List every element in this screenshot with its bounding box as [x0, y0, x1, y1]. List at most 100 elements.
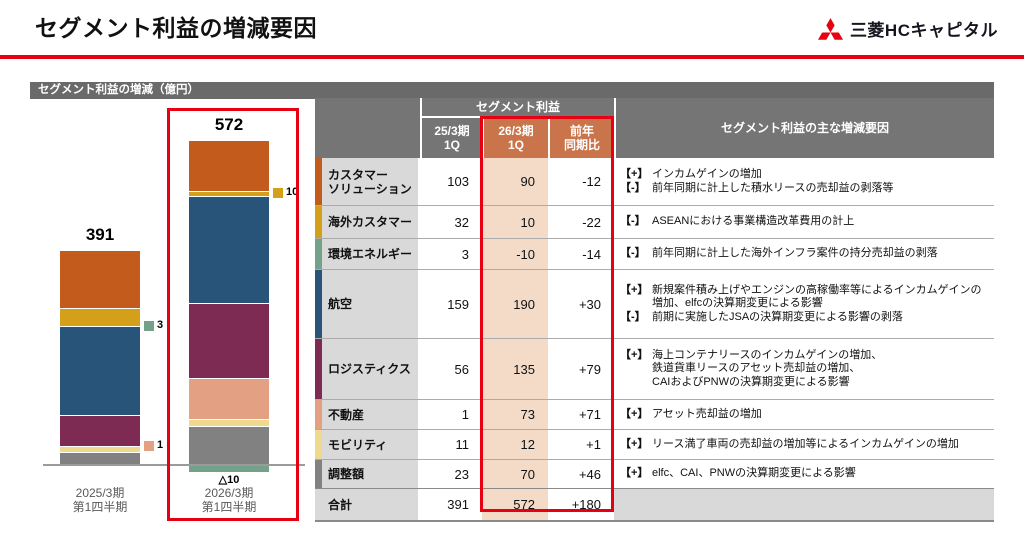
bar-segment-航空 [189, 196, 269, 303]
header-col-25-3q1: 25/3期 1Q [420, 118, 482, 158]
value-25-3q1: 3 [420, 239, 482, 269]
factor-text: 海上コンテナリースのインカムゲインの増加、 鉄道貨車リースのアセット売却益の増加… [652, 348, 883, 388]
bar-segment-調整額 [60, 452, 140, 465]
bar-total-label: 572 [214, 115, 244, 135]
bar-segment-海外カスタマー [60, 307, 140, 326]
segment-name-label: 海外カスタマー [328, 215, 413, 229]
bar-segment-航空 [60, 325, 140, 415]
value-yoy: -22 [548, 206, 614, 238]
segment-table-body: カスタマー ソリューション 103 90 -12 【+】 インカムゲインの増加 【-】 前年同… [315, 158, 994, 522]
factor-item: 【+】 elfc、CAI、PNWの決算期変更による影響 [620, 467, 988, 481]
side-marker-label: 1 [157, 438, 164, 451]
factors-cell: 【-】 前年同期に計上した海外インフラ案件の持分売却益の剥落 [614, 239, 994, 269]
factor-item: 【-】 前年同期に計上した積水リースの売却益の剥落等 [620, 182, 988, 196]
factor-sign: 【-】 [620, 247, 646, 260]
segment-color-strip [315, 400, 322, 429]
factor-text: 新規案件積み上げやエンジンの高稼働率等によるインカムゲインの 増加、elfcの決… [652, 283, 982, 310]
value-26-3q1: 12 [482, 430, 548, 459]
factor-item: 【+】 アセット売却益の増加 [620, 408, 988, 422]
table-row: カスタマー ソリューション 103 90 -12 【+】 インカムゲインの増加 【-】 前年同… [315, 158, 994, 205]
value-25-3q1: 103 [420, 158, 482, 205]
value-25-3q1: 56 [420, 339, 482, 399]
company-logo: 三菱HCキャピタル [817, 16, 998, 41]
segment-color-strip [315, 239, 322, 269]
segment-name-cell: カスタマー ソリューション [315, 158, 420, 205]
segment-color-strip [315, 339, 322, 399]
bar-segment-不動産 [189, 378, 269, 420]
factor-sign: 【-】 [620, 181, 646, 194]
segment-name-label: 航空 [328, 297, 353, 311]
bar-segment-ロジスティクス [189, 302, 269, 379]
factor-sign: 【-】 [620, 310, 646, 323]
value-26-3q1: 90 [482, 158, 548, 205]
factor-item: 【-】 ASEANにおける事業構造改革費用の計上 [620, 215, 988, 229]
segment-name-label: ロジスティクス [328, 362, 411, 376]
factor-text: elfc、CAI、PNWの決算期変更による影響 [652, 467, 856, 480]
value-yoy: +71 [548, 400, 614, 429]
segment-color-strip [315, 430, 322, 459]
value-yoy: +180 [548, 489, 614, 520]
side-marker-海外カスタマー [273, 188, 283, 199]
factor-text: 前期に実施したJSAの決算期変更による影響の剥落 [652, 310, 903, 323]
factors-cell: 【+】 アセット売却益の増加 [614, 400, 994, 429]
segment-name-cell: 海外カスタマー [315, 206, 420, 238]
segment-name-label: 不動産 [328, 407, 365, 422]
chart: 39110332315956111232025/3期 第1四半期5729010△… [35, 100, 338, 536]
factor-sign: 【+】 [620, 168, 649, 180]
segment-name-label: カスタマー ソリューション [328, 167, 412, 196]
factor-item: 【-】 前年同期に計上した海外インフラ案件の持分売却益の剥落 [620, 247, 988, 261]
segment-table: セグメント利益 セグメント利益の主な増減要因 25/3期 1Q 26/3期 1Q… [315, 98, 994, 522]
segment-name-cell: 航空 [315, 270, 420, 338]
value-26-3q1: 135 [482, 339, 548, 399]
segment-name-cell: 不動産 [315, 400, 420, 429]
segment-name-cell: ロジスティクス [315, 339, 420, 399]
table-row: 環境エネルギー 3 -10 -14 【-】 前年同期に計上した海外インフラ案件の持分売却益… [315, 238, 994, 269]
factor-text: 前年同期に計上した積水リースの売却益の剥落等 [652, 181, 894, 194]
value-25-3q1: 32 [420, 206, 482, 238]
factors-cell: 【+】 elfc、CAI、PNWの決算期変更による影響 [614, 460, 994, 488]
factor-text: ASEANにおける事業構造改革費用の計上 [652, 215, 855, 228]
header-segment-name-cell [315, 98, 420, 158]
side-marker-不動産 [144, 440, 154, 451]
value-25-3q1: 23 [420, 460, 482, 488]
bar-segment-ロジスティクス [60, 414, 140, 446]
value-26-3q1: 10 [482, 206, 548, 238]
factor-sign: 【+】 [620, 467, 649, 480]
segment-name-cell: 調整額 [315, 460, 420, 488]
factors-cell: 【+】 リース満了車両の売却益の増加等によるインカムゲインの増加 [614, 430, 994, 459]
segment-name-label: 環境エネルギー [328, 247, 413, 261]
bar-segment-モビリティ [60, 445, 140, 453]
value-25-3q1: 159 [420, 270, 482, 338]
bar-segment-モビリティ [189, 419, 269, 426]
value-yoy: +30 [548, 270, 614, 338]
panel-header: セグメント利益の増減（億円） [30, 82, 994, 99]
value-25-3q1: 11 [420, 430, 482, 459]
table-row-total: 合計 391 572 +180 [315, 488, 994, 520]
table-row: 調整額 23 70 +46 【+】 elfc、CAI、PNWの決算期変更による影響 [315, 459, 994, 488]
factors-cell [614, 489, 994, 520]
value-26-3q1: -10 [482, 239, 548, 269]
value-25-3q1: 391 [420, 489, 482, 520]
factor-item: 【+】 リース満了車両の売却益の増加等によるインカムゲインの増加 [620, 438, 988, 452]
value-26-3q1: 190 [482, 270, 548, 338]
factors-cell: 【+】 海上コンテナリースのインカムゲインの増加、 鉄道貨車リースのアセット売却益… [614, 339, 994, 399]
factor-sign: 【+】 [620, 348, 649, 361]
bar-segment-カスタマーソリューション [189, 140, 269, 191]
factor-item: 【+】 新規案件積み上げやエンジンの高稼働率等によるインカムゲインの 増加、elf… [620, 284, 988, 311]
bar-segment-調整額 [189, 425, 269, 465]
segment-color-strip [315, 460, 322, 488]
table-row: 航空 159 190 +30 【+】 新規案件積み上げやエンジンの高稼働率等によるインカム… [315, 269, 994, 338]
segment-name-label: 合計 [328, 497, 353, 512]
factor-text: リース満了車両の売却益の増加等によるインカムゲインの増加 [652, 437, 959, 450]
side-marker-label: 3 [157, 318, 164, 331]
factor-item: 【+】 インカムゲインの増加 [620, 168, 988, 182]
table-row: モビリティ 11 12 +1 【+】 リース満了車両の売却益の増加等によるインカムゲインの… [315, 429, 994, 459]
value-yoy: -12 [548, 158, 614, 205]
bar-segment-カスタマーソリューション [60, 249, 140, 308]
mitsubishi-three-diamonds-icon [817, 17, 843, 40]
value-25-3q1: 1 [420, 400, 482, 429]
table-row: 海外カスタマー 32 10 -22 【-】 ASEANにおける事業構造改革費用の計上 [315, 205, 994, 238]
bar-segment-海外カスタマー [189, 190, 269, 197]
page-title: セグメント利益の増減要因 [35, 15, 317, 41]
factor-sign: 【+】 [620, 283, 649, 296]
